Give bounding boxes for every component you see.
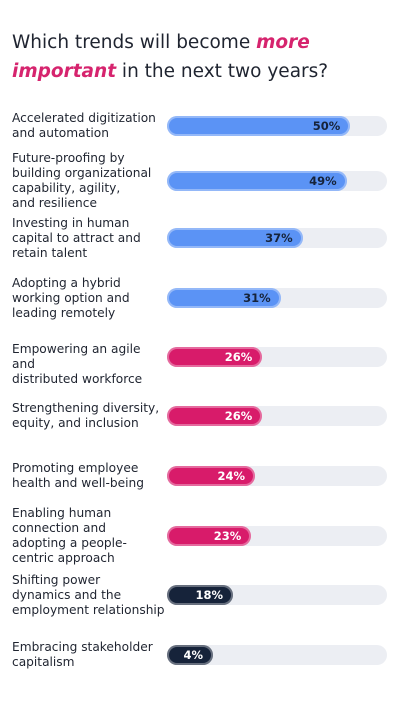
category-label: Enabling human connection and adopting a p… <box>12 506 166 566</box>
bar <box>167 585 233 605</box>
category-label-line: adopting a people- <box>12 536 127 550</box>
value-label: 23% <box>213 529 242 543</box>
category-label-line: Future-proofing by <box>12 151 125 165</box>
category-label-line: equity, and inclusion <box>12 416 139 430</box>
category-label-line: Shifting power <box>12 572 101 587</box>
bar <box>167 116 351 136</box>
category-label-line: Enabling human <box>12 506 112 520</box>
category-label: Shifting power dynamics and the employment… <box>12 573 166 618</box>
category-label-line: Embracing stakeholder <box>12 640 153 654</box>
category-label-line: Accelerated digitization <box>12 111 156 125</box>
category-label: Empowering an agile and distributed workf… <box>12 342 166 387</box>
bar-track: 24% <box>167 466 387 486</box>
title-text-end: in the next two years? <box>116 61 329 82</box>
bar <box>167 171 347 191</box>
bar <box>167 645 213 665</box>
bar <box>167 228 303 248</box>
category-label-line: working option and <box>12 290 130 305</box>
category-label: Strengthening diversity, equity, and incl… <box>12 401 166 431</box>
value-label: 4% <box>183 648 203 662</box>
category-label-line: capitalism <box>12 655 75 669</box>
category-label-line: capital to attract and <box>12 230 141 245</box>
bar-track: 4% <box>167 645 387 665</box>
bar-track: 31% <box>167 288 387 308</box>
value-label: 31% <box>243 291 271 305</box>
category-label-line: leading remotely <box>12 305 116 320</box>
category-label-line: employment relationship <box>12 602 165 617</box>
value-label: 50% <box>312 119 341 133</box>
category-label: Investing in human capital to attract and… <box>12 216 166 261</box>
category-label: Adopting a hybrid working option and leadi… <box>12 276 166 321</box>
category-label-line: dynamics and the <box>12 587 122 602</box>
value-label: 37% <box>265 231 293 245</box>
value-label: 24% <box>217 469 245 483</box>
bar <box>167 347 263 367</box>
bar <box>167 526 252 546</box>
category-label: Promoting employee health and well-being <box>12 461 166 491</box>
bar-track: 26% <box>167 406 387 426</box>
title-text-start: Which trends will become <box>12 32 257 53</box>
bar <box>167 466 255 486</box>
category-label-line: distributed workforce <box>12 372 143 386</box>
bar-track: 18% <box>167 585 387 605</box>
bar-track: 37% <box>167 228 387 248</box>
bar-track: 49% <box>167 171 387 191</box>
category-label-line: health and well-being <box>12 476 144 490</box>
category-label-line: retain talent <box>12 245 88 260</box>
category-label: Future-proofing by building organizationa… <box>12 151 166 211</box>
chart-title: Which trends will become more important i… <box>12 28 382 86</box>
category-label-line: Strengthening diversity, <box>12 401 160 415</box>
category-label-line: Adopting a hybrid <box>12 275 121 290</box>
title-highlight-more: more <box>256 32 310 53</box>
category-label-line: connection and <box>12 521 106 535</box>
bar-track: 50% <box>167 116 387 136</box>
value-label: 26% <box>224 350 253 364</box>
category-label-line: and automation <box>12 126 109 140</box>
bar-track: 26% <box>167 347 387 367</box>
bar <box>167 288 281 308</box>
category-label-line: Investing in human <box>12 215 130 230</box>
title-highlight-important: important <box>12 61 117 82</box>
value-label: 26% <box>224 409 253 423</box>
category-label: Embracing stakeholder capitalism <box>12 640 166 670</box>
category-label-line: and resilience <box>12 196 97 210</box>
category-label-line: Empowering an agile and <box>12 342 141 371</box>
value-label: 18% <box>195 588 223 602</box>
category-label: Accelerated digitization and automation <box>12 111 166 141</box>
value-label: 49% <box>309 174 337 188</box>
category-label-line: building organizational <box>12 166 152 180</box>
bar-track: 23% <box>167 526 387 546</box>
category-label-line: Promoting employee <box>12 461 139 475</box>
category-label-line: capability, agility, <box>12 181 121 195</box>
bar <box>167 406 263 426</box>
category-label-line: centric approach <box>12 551 115 565</box>
